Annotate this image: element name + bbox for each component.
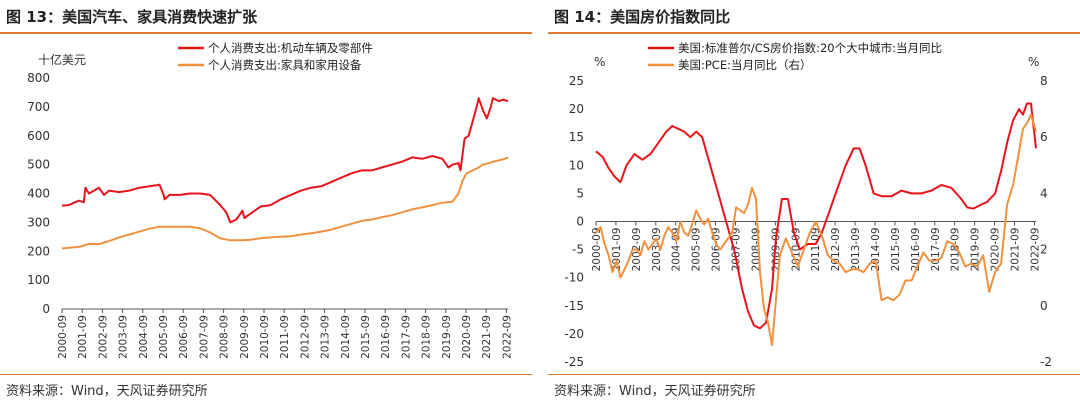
y-tick-label: 700 <box>27 100 50 114</box>
y2-tick-label: 4 <box>1040 186 1048 200</box>
figure-14-panel: 图 14：美国房价指数同比 %% -25 -20 -15 -10 -5 0 5 10 15 20 25… <box>548 0 1080 410</box>
y2-tick-label: 2 <box>1040 243 1048 257</box>
figure-14-title: 图 14：美国房价指数同比 <box>554 8 731 26</box>
x-tick-label: 2016-09 <box>910 228 922 272</box>
y-tick-label: 0 <box>42 302 50 316</box>
x-tick-label: 2009-09 <box>239 315 251 359</box>
x-tick-label: 2018-09 <box>950 228 962 272</box>
x-tick-label: 2000-09 <box>57 315 69 359</box>
y-tick-label: 5 <box>576 186 584 200</box>
legend-label: 美国:PCE:当月同比（右） <box>678 58 811 72</box>
series-line-house-price <box>595 102 1037 330</box>
x-tick-label: 2018-09 <box>421 315 433 359</box>
figure-13-chart: 十亿美元 0 100 200 300 400 500 600 700 800 2000-09 2001… <box>27 41 513 359</box>
title-rule <box>548 32 1080 34</box>
x-tick-label: 2008-09 <box>750 228 762 272</box>
x-tick-label: 2002-09 <box>97 315 109 359</box>
x-tick-label: 2019-09 <box>970 228 982 272</box>
y2-tick-label: 6 <box>1040 130 1048 144</box>
x-tick-label: 2000-09 <box>591 228 603 272</box>
y2-tick-label: -2 <box>1040 355 1052 369</box>
y-tick-label: 400 <box>27 187 50 201</box>
legend-label: 美国:标准普尔/CS房价指数:20个大中城市:当月同比 <box>678 41 942 55</box>
y-tick-label: 10 <box>569 158 584 172</box>
y-tick-label: 0 <box>576 215 584 229</box>
y-tick-label: 25 <box>569 74 584 88</box>
y-tick-label: -20 <box>564 327 584 341</box>
source-rule <box>0 374 532 375</box>
x-tick-label: 2015-09 <box>890 228 902 272</box>
x-tick-label: 2013-09 <box>320 315 332 359</box>
x-tick-label: 2019-09 <box>441 315 453 359</box>
series-line-furniture <box>61 156 509 250</box>
source-rule <box>548 374 1080 375</box>
x-tick-label: 2021-09 <box>481 315 493 359</box>
y-tick-label: 20 <box>569 102 584 116</box>
x-tick-label: 2015-09 <box>360 315 372 359</box>
x-tick-label: 2001-09 <box>611 228 623 272</box>
y-tick-label: 15 <box>569 130 584 144</box>
x-tick-label: 2004-09 <box>138 315 150 359</box>
x-tick-label: 2005-09 <box>691 228 703 272</box>
x-tick-label: 2005-09 <box>158 315 170 359</box>
x-tick-label: 2006-09 <box>178 315 190 359</box>
y-tick-label: -25 <box>564 355 584 369</box>
x-tick-label: 2017-09 <box>930 228 942 272</box>
series-line-vehicles <box>61 97 509 224</box>
x-tick-label: 2014-09 <box>340 315 352 359</box>
y-tick-label: -10 <box>564 271 584 285</box>
title-rule <box>0 32 532 34</box>
x-tick-label: 2022-09 <box>1029 227 1041 271</box>
x-tick-label: 2013-09 <box>850 228 862 272</box>
x-tick-label: 2004-09 <box>671 228 683 272</box>
y2-tick-label: 0 <box>1040 299 1048 313</box>
x-tick-label: 2011-09 <box>279 315 291 359</box>
y-axis-unit: 十亿美元 <box>38 52 86 67</box>
x-tick-label: 2007-09 <box>198 315 210 359</box>
figure-14-chart: % %-25-20-15-10-50510152025-2024682000-09… <box>564 41 1052 369</box>
figure-14-source: 资料来源：Wind，天风证券研究所 <box>554 384 756 399</box>
x-tick-label: 2007-09 <box>730 228 742 272</box>
y-tick-label: 200 <box>27 244 50 258</box>
figure-13-source: 资料来源：Wind，天风证券研究所 <box>6 384 208 399</box>
y-tick-label: 600 <box>27 129 50 143</box>
x-tick-label: 2014-09 <box>870 228 882 272</box>
legend-label: 个人消费支出:家具和家用设备 <box>208 58 362 72</box>
x-tick-label: 2017-09 <box>400 315 412 359</box>
x-tick-label: 2021-09 <box>1009 228 1021 272</box>
y-axis-unit-right: % <box>1028 55 1039 69</box>
y-tick-label: 500 <box>27 158 50 172</box>
y2-tick-label: 8 <box>1040 74 1048 88</box>
x-tick-label: 2010-09 <box>259 315 271 359</box>
x-tick-label: 2001-09 <box>77 315 89 359</box>
x-tick-label: 2012-09 <box>299 315 311 359</box>
x-tick-label: 2003-09 <box>651 228 663 272</box>
x-tick-label: 2016-09 <box>380 315 392 359</box>
legend-label: 个人消费支出:机动车辆及零部件 <box>208 41 373 55</box>
x-tick-label: 2020-09 <box>461 315 473 359</box>
series-line-pce <box>595 113 1037 347</box>
y-tick-label: 300 <box>27 215 50 229</box>
y-tick-label: 800 <box>27 71 50 85</box>
x-tick-label: 2003-09 <box>118 315 130 359</box>
x-tick-label: 2022-09 <box>501 315 513 359</box>
y-axis-unit-left: % <box>594 55 605 69</box>
figure-13-panel: 图 13：美国汽车、家具消费快速扩张 十亿美元 0 100 200 300 400 500 6… <box>0 0 532 410</box>
x-tick-label: 2008-09 <box>219 315 231 359</box>
x-tick-label: 2020-09 <box>990 228 1002 272</box>
y-tick-label: -15 <box>564 299 584 313</box>
y-tick-label: 100 <box>27 273 50 287</box>
y-tick-label: -5 <box>572 243 584 257</box>
figure-13-title: 图 13：美国汽车、家具消费快速扩张 <box>6 8 258 26</box>
